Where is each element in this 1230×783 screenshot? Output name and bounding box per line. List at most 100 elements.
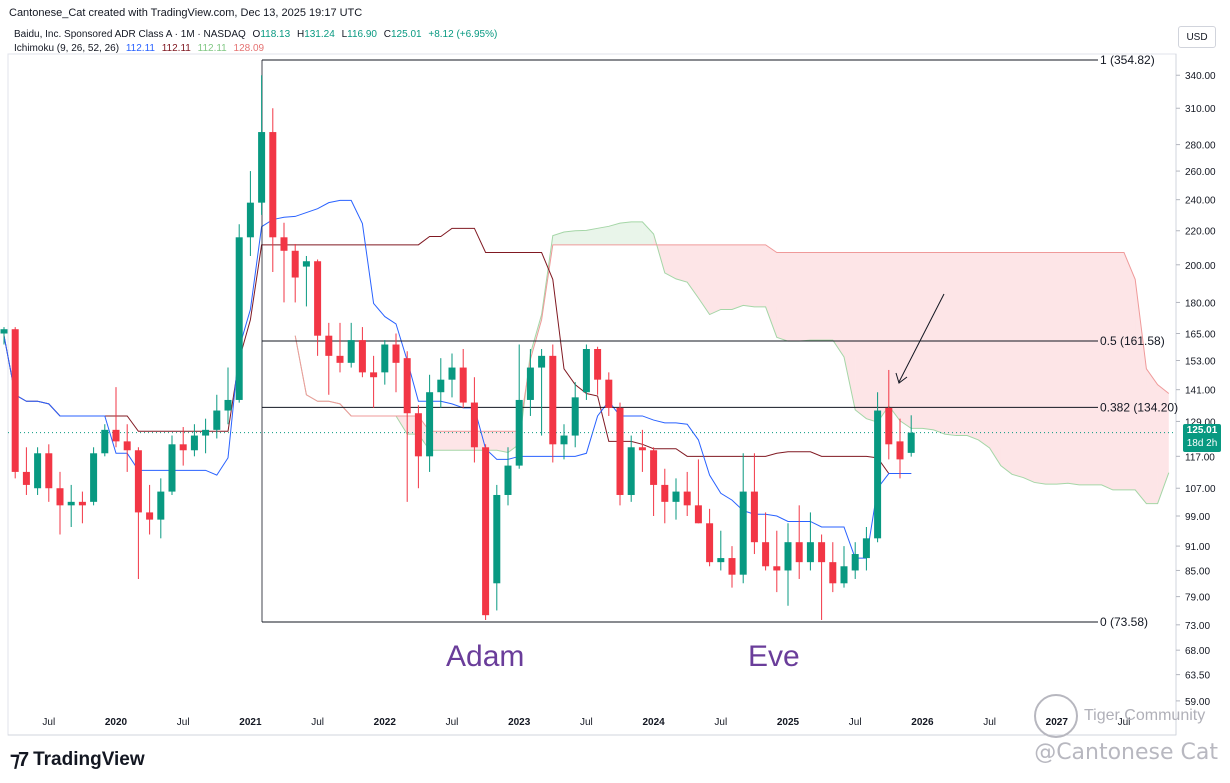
ichimoku-cloud-segment	[967, 252, 979, 440]
candle-body	[526, 367, 534, 400]
ohlc-open: 118.13	[260, 29, 291, 40]
ichimoku-cloud-segment	[709, 244, 721, 315]
span-a-value: 112.11	[197, 43, 227, 54]
ichimoku-cloud-segment	[440, 431, 452, 451]
candle-body	[582, 349, 590, 393]
candle-body	[78, 501, 86, 506]
ichimoku-cloud-segment	[1023, 252, 1035, 483]
x-tick-label: 2022	[374, 717, 397, 728]
candle-body	[347, 340, 355, 363]
candle-body	[638, 447, 646, 451]
y-tick-label: 117.00	[1185, 452, 1215, 463]
ichimoku-cloud-segment	[575, 230, 587, 245]
candle-body	[202, 429, 210, 436]
candle-body	[426, 392, 434, 457]
y-tick-label: 129.00	[1185, 417, 1216, 428]
y-tick-label: 73.00	[1185, 621, 1210, 632]
candle-body	[627, 447, 635, 495]
indicator-legend[interactable]: Ichimoku (9, 26, 52, 26) 112.11 112.11 1…	[14, 43, 268, 54]
ichimoku-cloud-segment	[877, 252, 889, 423]
candle-body	[806, 542, 814, 563]
candle-body	[795, 542, 803, 563]
candle-body	[661, 484, 669, 502]
span-b-value: 128.09	[233, 43, 265, 54]
candle-body	[750, 491, 758, 543]
ichimoku-cloud-segment	[911, 252, 923, 429]
candle-body	[493, 494, 501, 584]
symbol-name: Baidu, Inc. Sponsored ADR Class A · 1M ·…	[14, 29, 246, 40]
y-tick-label: 220.00	[1185, 227, 1216, 238]
ichimoku-cloud-segment	[888, 252, 900, 421]
ichimoku-cloud-segment	[620, 221, 632, 245]
ichimoku-cloud-segment	[900, 252, 912, 429]
ichimoku-cloud-segment	[564, 230, 576, 245]
community-watermark: Tiger Community	[1034, 694, 1205, 738]
ichimoku-cloud-segment	[1090, 252, 1102, 485]
y-tick-label: 165.00	[1185, 330, 1216, 341]
kijun-value: 112.11	[161, 43, 191, 54]
y-tick-label: 180.00	[1185, 298, 1216, 309]
x-tick-label: Jul	[446, 717, 459, 728]
ichimoku-span-b	[294, 244, 1170, 432]
chart-credit: Cantonese_Cat created with TradingView.c…	[9, 7, 363, 19]
ichimoku-cloud-segment	[1079, 252, 1091, 485]
ichimoku-cloud-segment	[810, 252, 822, 341]
ohlc-h-label: H	[296, 29, 305, 40]
candle-body	[291, 250, 299, 278]
x-tick-label: Jul	[714, 717, 727, 728]
candle-body	[157, 491, 165, 520]
candle-body	[683, 491, 691, 506]
y-tick-label: 340.00	[1185, 71, 1216, 82]
y-tick-label: 200.00	[1185, 261, 1216, 272]
candle-body	[459, 367, 467, 403]
candle-body	[762, 542, 770, 567]
candle-body	[840, 566, 848, 584]
ichimoku-tenkan	[3, 199, 912, 559]
ichimoku-cloud-segment	[743, 244, 755, 307]
ichimoku-cloud-segment	[788, 252, 800, 342]
candle-body	[112, 429, 120, 442]
arrow-drawing-head	[895, 372, 908, 384]
candle-body	[784, 542, 792, 571]
y-tick-label: 141.00	[1185, 386, 1216, 397]
candle-body	[235, 237, 243, 400]
ichimoku-cloud-segment	[1034, 252, 1046, 485]
ichimoku-cloud-segment	[720, 244, 732, 310]
candle-body	[650, 450, 658, 485]
candle-body	[874, 410, 882, 539]
ichimoku-cloud-segment	[799, 252, 811, 342]
y-tick-label: 107.00	[1185, 484, 1216, 495]
candle-body	[280, 237, 288, 251]
y-tick-label: 91.00	[1185, 542, 1210, 553]
ichimoku-cloud-segment	[1000, 252, 1012, 475]
candle-body	[706, 523, 714, 563]
ichimoku-cloud-segment	[496, 431, 508, 453]
candle-body	[101, 429, 109, 454]
tradingview-logo[interactable]: ⁊7 TradingView	[10, 747, 145, 772]
ichimoku-cloud-segment	[597, 226, 609, 245]
candle-body	[302, 261, 310, 267]
ichimoku-cloud-segment	[821, 252, 833, 341]
x-tick-label: 2025	[777, 717, 800, 728]
ichimoku-cloud-segment	[631, 221, 643, 245]
candle-body	[358, 340, 366, 373]
candle-body	[90, 453, 98, 502]
ichimoku-cloud-segment	[944, 252, 956, 436]
candle-body	[336, 355, 344, 363]
candle-body	[213, 410, 221, 430]
candle-body	[179, 444, 187, 451]
currency-button[interactable]: USD	[1178, 26, 1216, 48]
candle-body	[381, 344, 389, 373]
candle-body	[907, 432, 915, 453]
tv-logo-icon: ⁊7	[10, 749, 29, 771]
candle-body	[605, 379, 613, 408]
candle-body	[571, 397, 579, 436]
candle-body	[269, 132, 277, 238]
ichimoku-kijun	[3, 227, 912, 475]
ichimoku-cloud-segment	[956, 252, 968, 436]
candle-body	[146, 512, 154, 520]
ichimoku-cloud-segment	[1068, 252, 1080, 485]
arrow-drawing-line	[898, 293, 945, 383]
ichimoku-cloud-segment	[989, 252, 1001, 466]
